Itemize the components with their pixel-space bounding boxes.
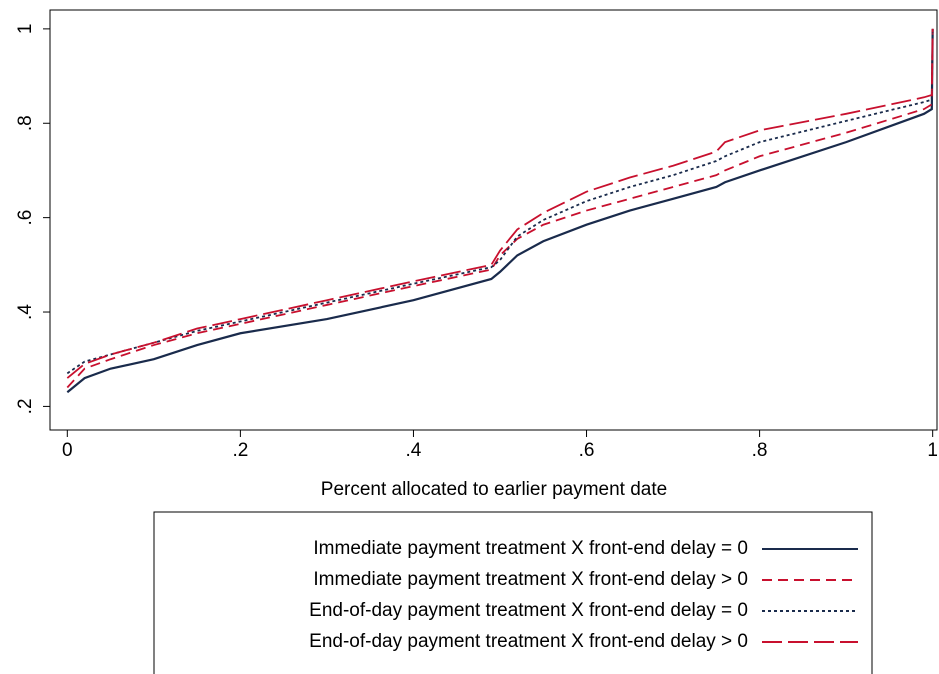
y-tick-label: 1 bbox=[15, 24, 36, 35]
x-tick-label: .8 bbox=[752, 440, 768, 461]
series-line bbox=[66, 28, 934, 389]
legend-label: Immediate payment treatment X front-end … bbox=[313, 569, 748, 590]
x-tick-label: 0 bbox=[62, 440, 73, 461]
x-tick-label: .2 bbox=[232, 440, 248, 461]
legend-label: Immediate payment treatment X front-end … bbox=[313, 538, 748, 559]
legend-box bbox=[153, 511, 873, 674]
legend-label: End-of-day payment treatment X front-end… bbox=[309, 600, 748, 621]
plot-frame bbox=[49, 9, 938, 431]
series-line bbox=[66, 28, 934, 394]
y-tick-label: .8 bbox=[15, 115, 36, 131]
x-tick-label: 1 bbox=[927, 440, 938, 461]
series-line bbox=[66, 28, 934, 379]
x-tick-label: .6 bbox=[579, 440, 595, 461]
x-axis-title: Percent allocated to earlier payment dat… bbox=[321, 479, 667, 500]
legend-label: End-of-day payment treatment X front-end… bbox=[309, 631, 748, 652]
series-line bbox=[66, 28, 934, 375]
y-tick-label: .6 bbox=[15, 210, 36, 226]
y-tick-label: .2 bbox=[15, 398, 36, 414]
x-tick-label: .4 bbox=[406, 440, 422, 461]
y-tick-label: .4 bbox=[15, 304, 36, 320]
